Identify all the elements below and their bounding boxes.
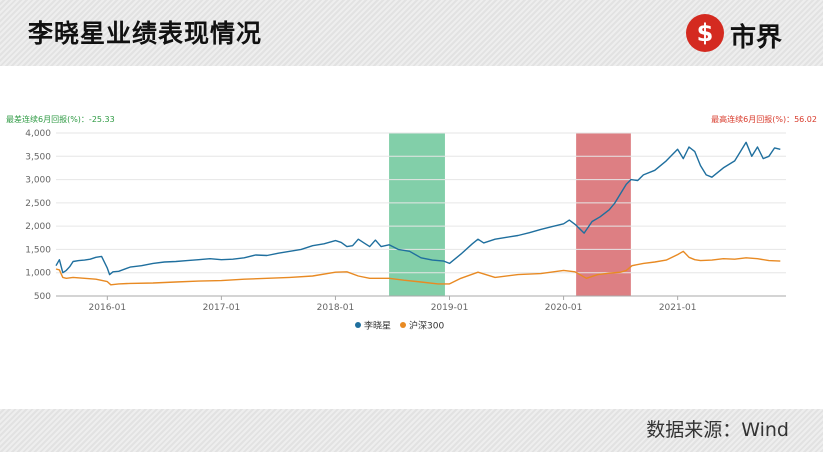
y-tick-label: 2,000 bbox=[25, 222, 51, 232]
y-tick-label: 2,500 bbox=[25, 199, 51, 209]
y-tick-label: 1,000 bbox=[25, 269, 51, 279]
y-tick-label: 4,000 bbox=[25, 129, 51, 139]
best-6m-return-annotation: 最高连续6月回报(%)：56.02 bbox=[711, 114, 817, 124]
brand-logo: $ 市界 bbox=[686, 14, 796, 54]
series-line-1 bbox=[55, 141, 781, 276]
y-tick-label: 3,000 bbox=[25, 176, 51, 186]
y-tick-label: 1,500 bbox=[25, 245, 51, 255]
currency-s-icon: $ bbox=[686, 14, 724, 52]
legend-label-1: 李晓星 bbox=[364, 320, 391, 332]
footer-bar: 数据来源：Wind bbox=[0, 409, 823, 452]
x-tick-label: 2018-01 bbox=[317, 303, 355, 313]
legend-marker-2 bbox=[400, 322, 406, 328]
shaded-region-1 bbox=[389, 133, 445, 296]
legend-label-2: 沪深300 bbox=[409, 320, 444, 332]
y-tick-label: 3,500 bbox=[25, 152, 51, 162]
x-tick-label: 2017-01 bbox=[203, 303, 241, 313]
y-tick-label: 500 bbox=[34, 292, 51, 302]
series-line-2 bbox=[55, 250, 781, 286]
page-title: 李晓星业绩表现情况 bbox=[28, 19, 263, 48]
worst-6m-return-annotation: 最差连续6月回报(%)：-25.33 bbox=[6, 114, 115, 124]
x-tick-label: 2016-01 bbox=[89, 303, 127, 313]
x-tick-label: 2019-01 bbox=[431, 303, 469, 313]
performance-line-chart: 最差连续6月回报(%)：-25.33 最高连续6月回报(%)：56.02 500… bbox=[6, 114, 817, 332]
legend-marker-1 bbox=[355, 322, 361, 328]
data-source-label: 数据来源：Wind bbox=[646, 419, 789, 441]
x-tick-label: 2020-01 bbox=[545, 303, 583, 313]
brand-logo-text: 市界 bbox=[730, 23, 783, 53]
header-bar: 李晓星业绩表现情况 $ 市界 bbox=[0, 0, 823, 66]
x-tick-label: 2021-01 bbox=[659, 303, 697, 313]
